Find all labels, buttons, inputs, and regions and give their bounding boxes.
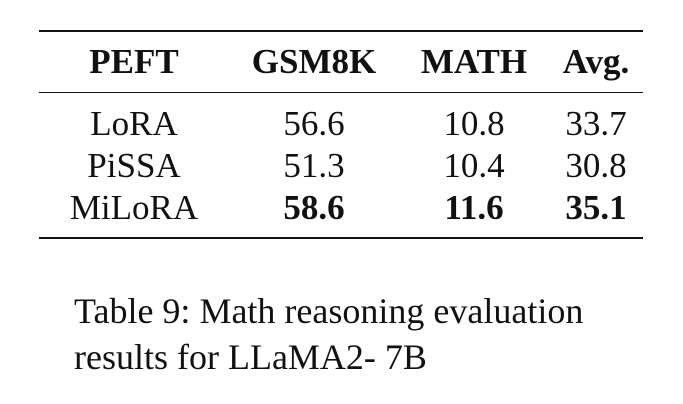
header-gsm8k: GSM8K <box>251 42 377 81</box>
cell-gsm8k: 56.6 <box>283 104 345 143</box>
cell-avg: 33.7 <box>565 104 627 143</box>
results-table: PEFT GSM8K MATH Avg. LoRA 56.6 10.8 33.7… <box>39 30 643 239</box>
table-header-row: PEFT GSM8K MATH Avg. <box>39 32 643 92</box>
cell-peft: MiLoRA <box>69 188 199 227</box>
cell-peft: PiSSA <box>87 146 181 185</box>
table-top-rule <box>39 30 643 32</box>
cell-math: 10.4 <box>443 146 505 185</box>
cell-math-best: 11.6 <box>444 188 504 227</box>
table-header-rule <box>39 92 643 93</box>
table-caption: Table 9: Math reasoning evaluation resul… <box>74 288 654 380</box>
cell-gsm8k-best: 58.6 <box>283 188 345 227</box>
header-avg: Avg. <box>562 42 630 81</box>
table-bottom-rule <box>39 237 643 239</box>
caption-line-1: Table 9: Math reasoning evaluation <box>74 291 584 331</box>
table-row: MiLoRA 58.6 11.6 35.1 <box>39 187 643 229</box>
cell-avg-best: 35.1 <box>565 188 627 227</box>
table-row: LoRA 56.6 10.8 33.7 <box>39 103 643 145</box>
header-peft: PEFT <box>89 42 179 81</box>
table-row: PiSSA 51.3 10.4 30.8 <box>39 145 643 187</box>
cell-gsm8k: 51.3 <box>283 146 345 185</box>
cell-peft: LoRA <box>90 104 178 143</box>
cell-math: 10.8 <box>443 104 505 143</box>
header-math: MATH <box>420 42 528 81</box>
caption-line-2: results for LLaMA2- 7B <box>74 337 427 377</box>
cell-avg: 30.8 <box>565 146 627 185</box>
